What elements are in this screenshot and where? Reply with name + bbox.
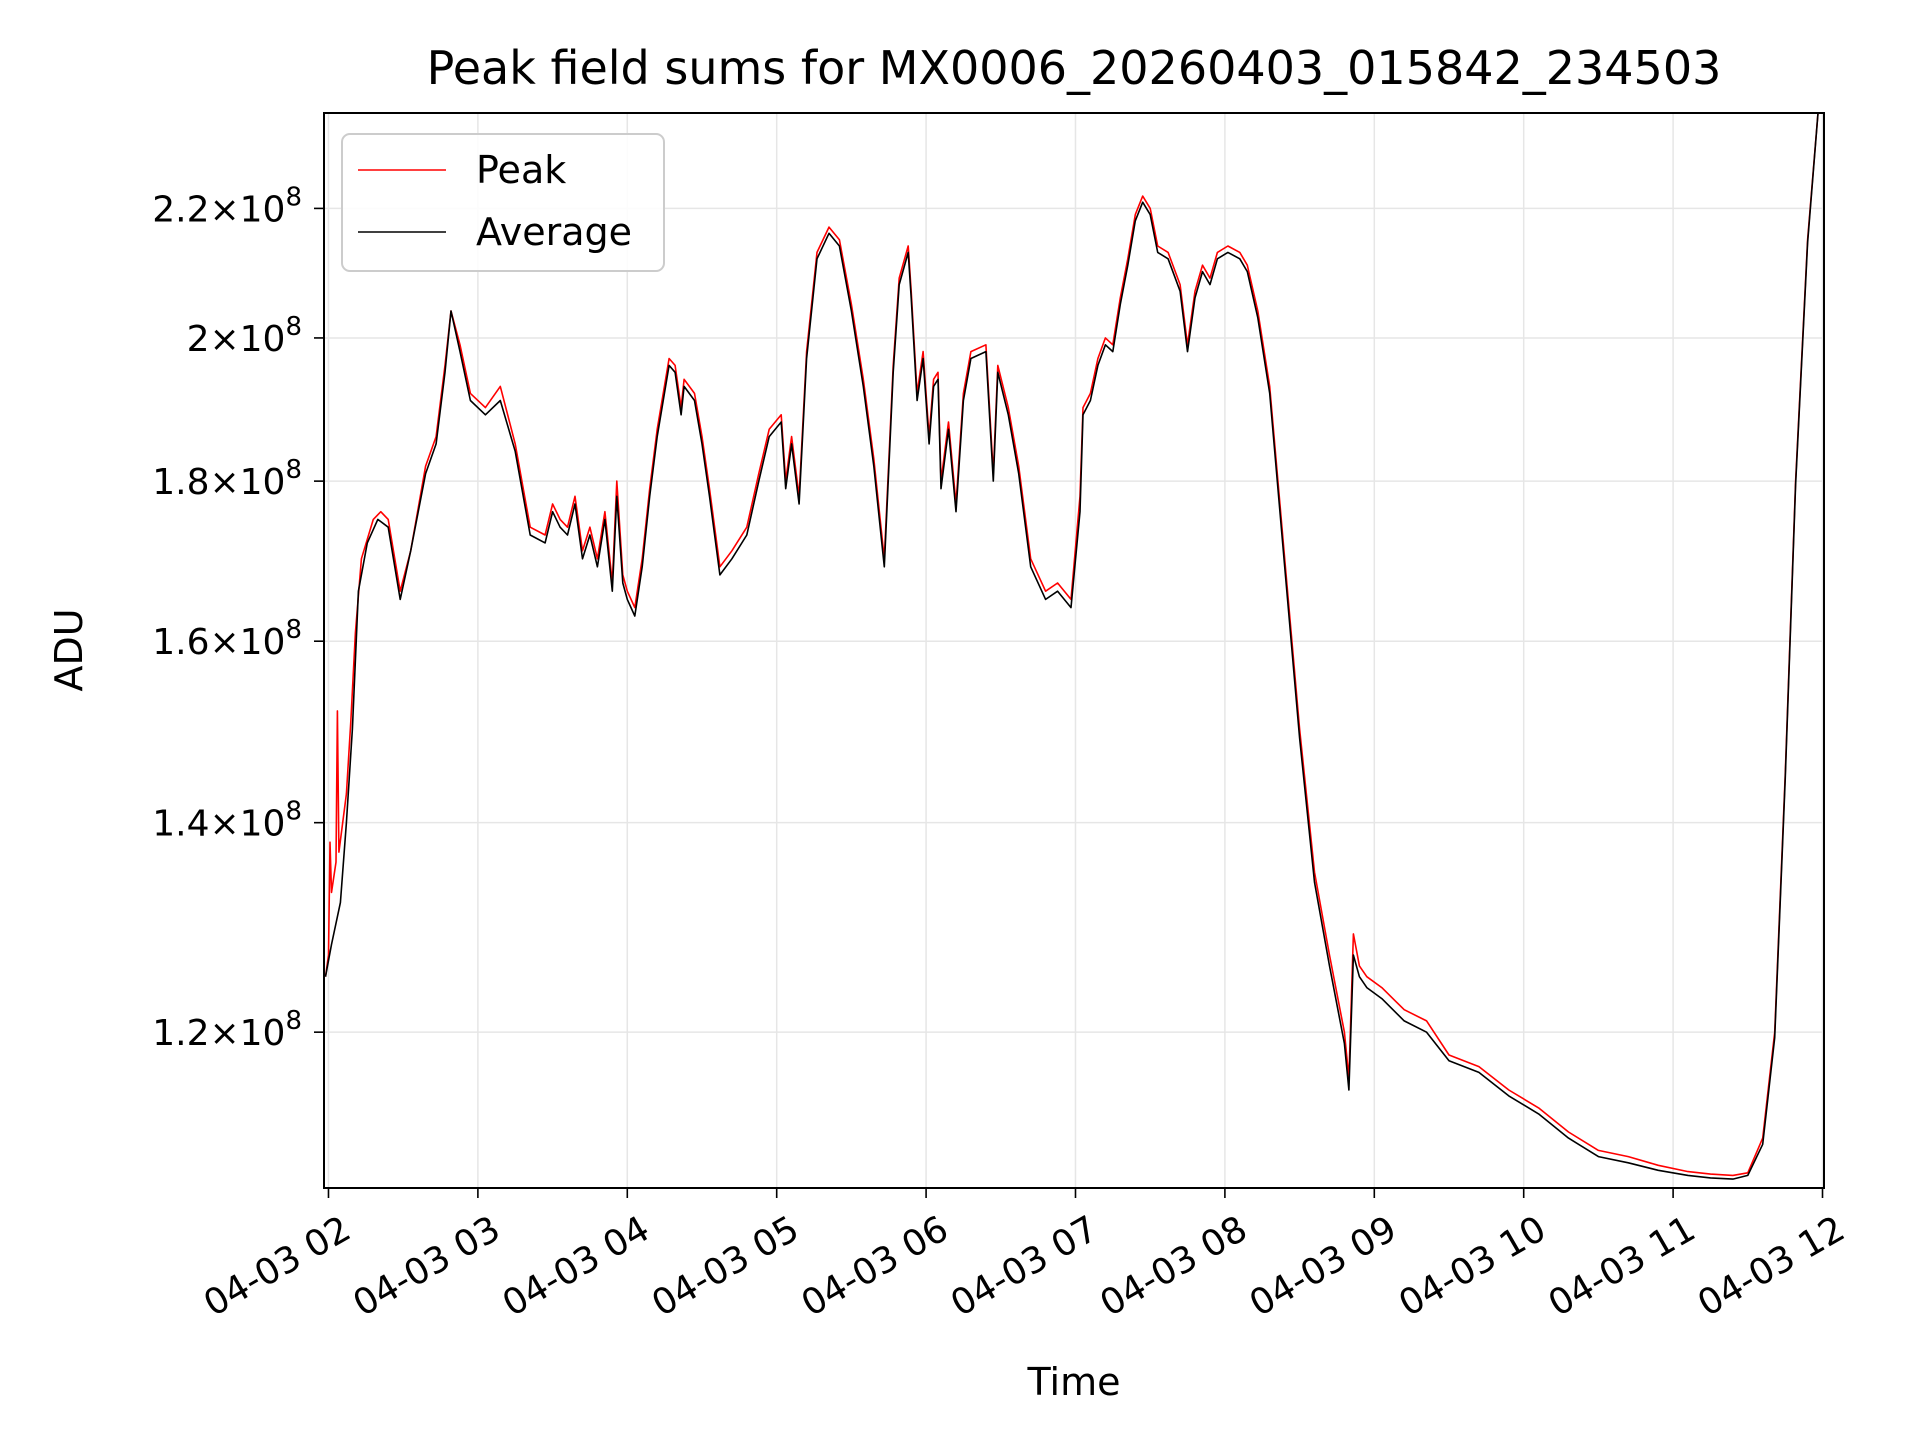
chart-title: Peak field sums for MX0006_20260403_0158…: [427, 41, 1722, 95]
legend: Peak Average: [341, 133, 665, 272]
legend-box: [341, 133, 665, 272]
y-axis-label: ADU: [47, 608, 91, 691]
plot-frame: [323, 112, 1825, 1189]
series-lines: [324, 112, 1819, 1180]
y-tick-label: 1.8×108: [152, 455, 302, 503]
y-tick-label: 1.6×108: [152, 615, 302, 663]
grid-lines: [324, 113, 1824, 1188]
series-line-average: [324, 112, 1819, 1180]
x-axis-label: Time: [1027, 1360, 1121, 1404]
legend-label-average: Average: [476, 210, 632, 254]
y-tick-label: 1.2×108: [152, 1006, 302, 1054]
y-tick-label: 2×108: [187, 312, 302, 360]
y-tick-label: 1.4×108: [152, 797, 302, 845]
legend-label-peak: Peak: [476, 148, 566, 192]
y-tick-label: 2.2×108: [152, 182, 302, 230]
